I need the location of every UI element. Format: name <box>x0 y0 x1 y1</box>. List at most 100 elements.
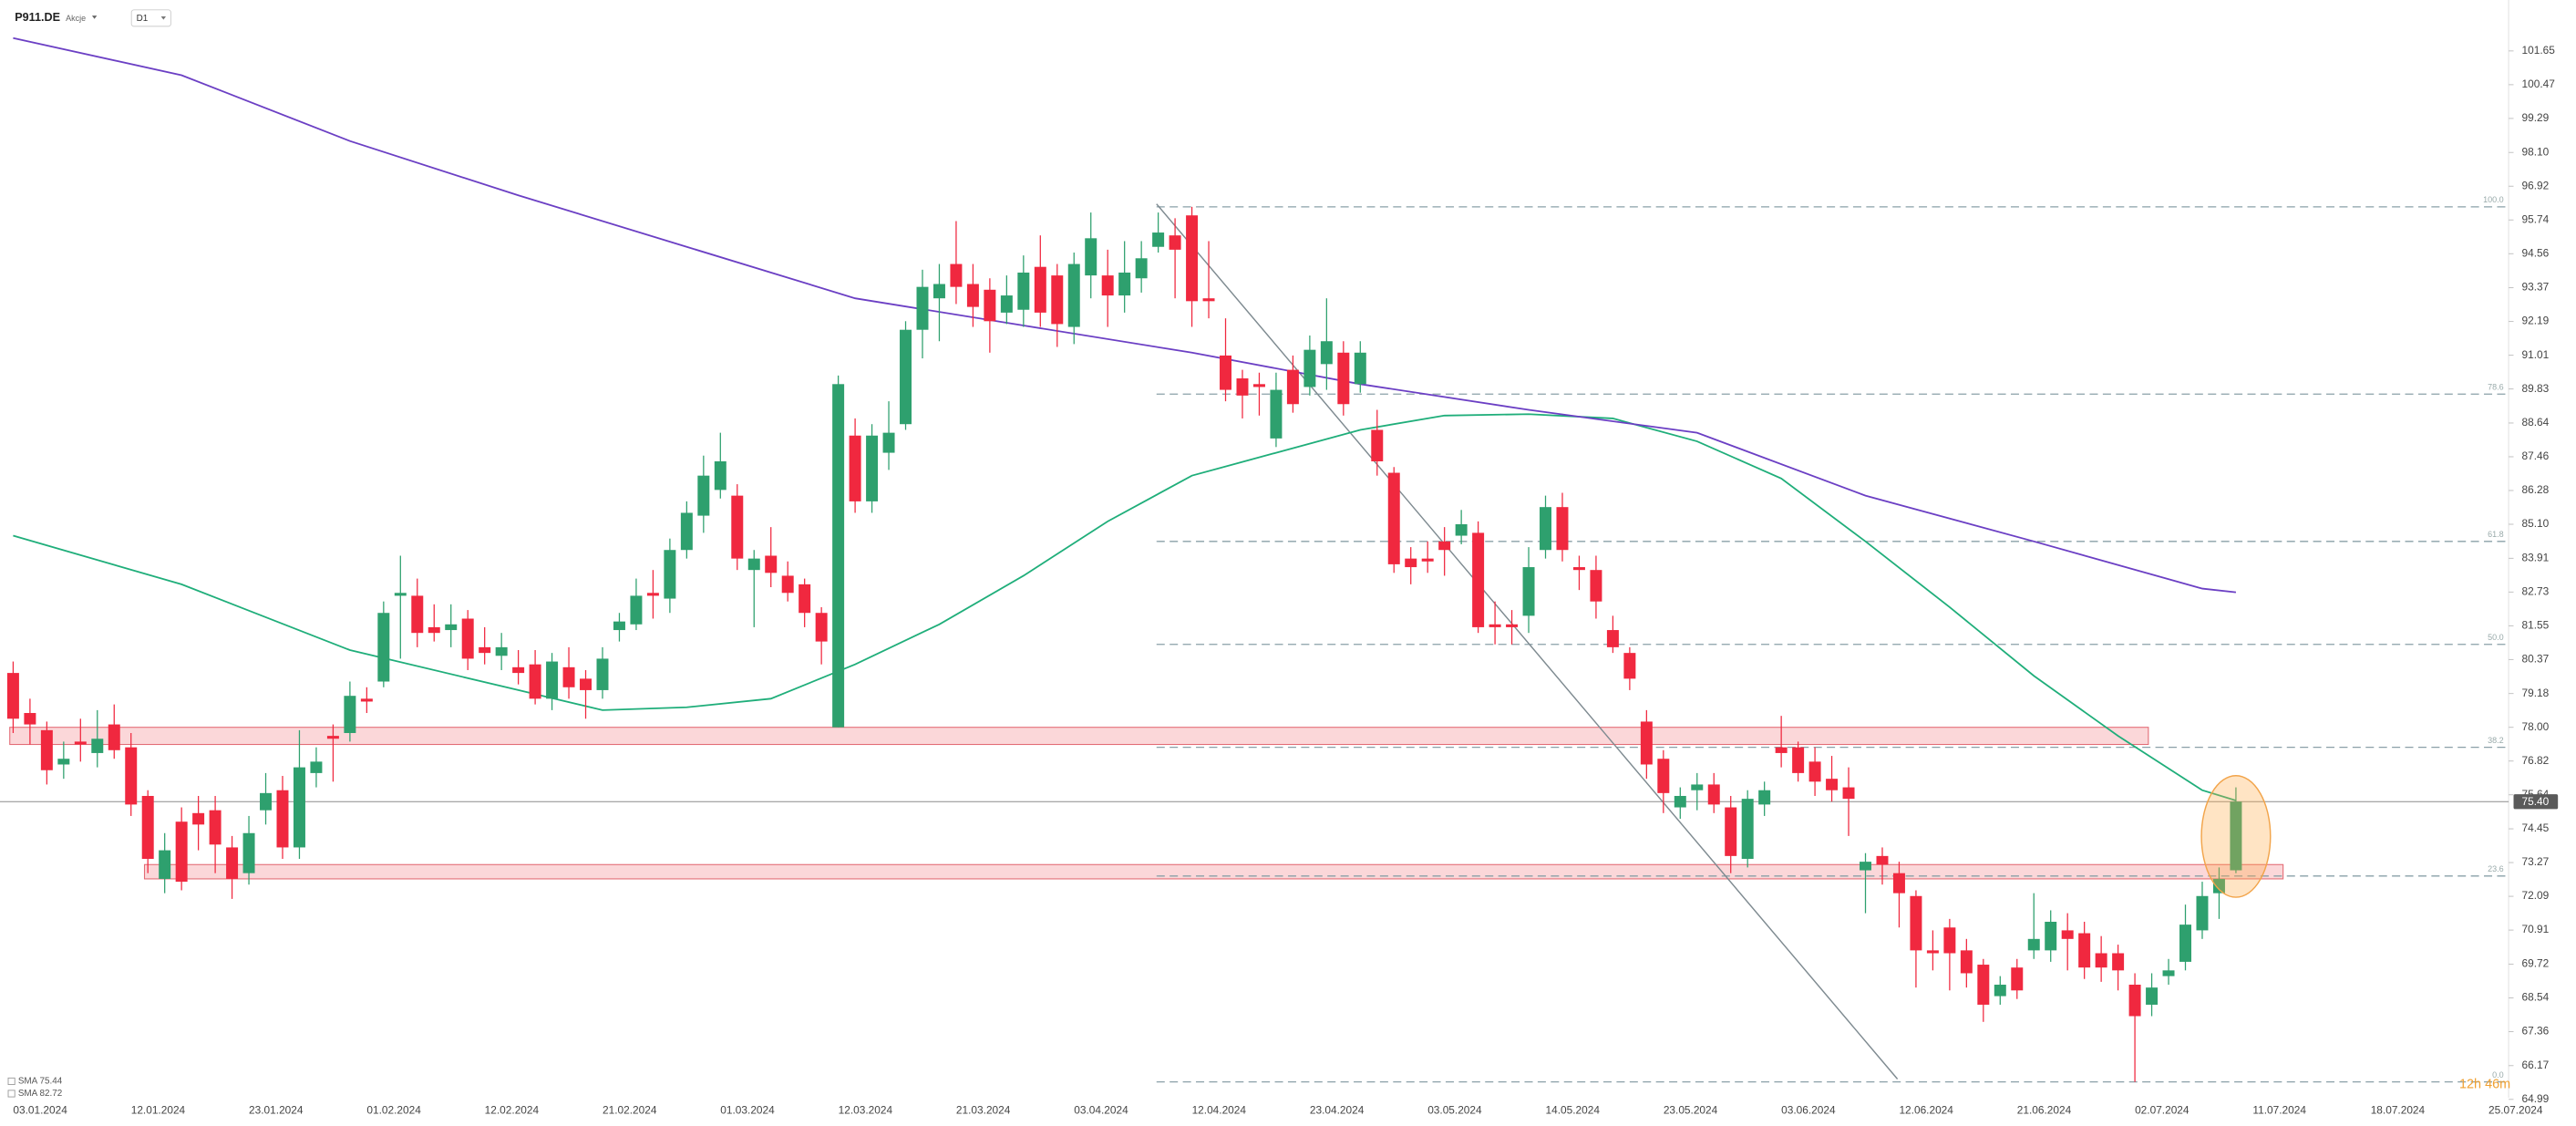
candle-body <box>495 646 508 656</box>
candle-body <box>1606 630 1619 647</box>
candle-body <box>326 736 339 739</box>
y-tick-label: 96.92 <box>2522 179 2550 191</box>
candle-body <box>2162 970 2175 976</box>
candle-body <box>1371 429 1384 461</box>
candle-body <box>2128 985 2141 1017</box>
candle-body <box>2112 953 2125 971</box>
candle-body <box>815 613 828 642</box>
y-tick-label: 101.65 <box>2522 44 2556 57</box>
sma-line <box>13 36 2237 594</box>
y-tick-label: 69.72 <box>2522 957 2550 970</box>
candle-body <box>2196 895 2209 931</box>
candle-body <box>192 812 205 825</box>
y-tick-label: 83.91 <box>2522 551 2550 563</box>
candle-body <box>1860 862 1871 871</box>
candle-body <box>242 832 255 873</box>
candle-body <box>1826 779 1839 790</box>
symbol[interactable]: P911.DE <box>15 11 60 24</box>
candle-body <box>1691 784 1704 790</box>
candle-body <box>1540 507 1551 551</box>
candle-body <box>125 747 138 805</box>
candle-body <box>91 739 104 753</box>
candle-body <box>1202 298 1215 302</box>
y-tick-label: 79.18 <box>2522 687 2550 699</box>
candle-body <box>1186 215 1199 302</box>
y-tick-label: 85.10 <box>2522 517 2550 530</box>
candle-body <box>1252 384 1265 387</box>
candle-body <box>1270 389 1283 439</box>
candle-body <box>2095 953 2107 968</box>
candle-body <box>1775 747 1788 753</box>
candle-body <box>1977 965 1990 1005</box>
candle-body <box>1489 624 1501 627</box>
candle-body <box>226 847 239 879</box>
legend-swatch <box>7 1090 15 1098</box>
interval-dropdown-arrow[interactable] <box>160 16 167 20</box>
candle-body <box>360 698 373 702</box>
candle-body <box>1421 558 1434 562</box>
y-tick-label: 68.54 <box>2522 991 2550 1004</box>
axis-layer: 101.65 100.47 99.29 98.10 96.92 95.74 94.56 93.… <box>13 44 2559 1117</box>
candle-body <box>1926 950 1939 954</box>
candle-body <box>1455 523 1468 536</box>
candle-body <box>1556 507 1569 551</box>
candle-body <box>108 724 120 750</box>
y-tick-label: 98.10 <box>2522 145 2550 158</box>
legend-label: SMA 82.72 <box>18 1089 63 1099</box>
candle-body <box>428 626 440 634</box>
candle-body <box>731 495 744 559</box>
candle-body <box>141 795 154 859</box>
y-tick-label: 78.00 <box>2522 720 2550 733</box>
y-tick-label: 82.73 <box>2522 584 2550 597</box>
candle-body <box>1101 275 1114 296</box>
candle-body <box>1320 341 1333 365</box>
candle-body <box>1506 624 1519 627</box>
candle-body <box>1943 927 1956 954</box>
candles-layer <box>6 206 2242 1082</box>
candle-body <box>377 613 390 682</box>
candle-body <box>933 284 945 299</box>
candle-body <box>479 646 491 654</box>
candle-body <box>209 810 222 845</box>
candle-body <box>697 475 710 516</box>
candle-body <box>1405 558 1417 568</box>
candle-body <box>2078 933 2091 968</box>
candle-body <box>1842 787 1855 800</box>
candle-body <box>1472 532 1485 627</box>
fib-level-label: 38.2 <box>2488 736 2504 745</box>
candle-body <box>664 550 676 599</box>
candle-body <box>1892 873 1905 894</box>
candle-body <box>1994 985 2006 997</box>
candle-body <box>900 329 912 425</box>
interval-dropdown[interactable] <box>130 9 171 27</box>
x-tick-label: 03.06.2024 <box>1781 1104 1836 1117</box>
interval[interactable]: D1 <box>137 14 149 24</box>
x-tick-label: 12.03.2024 <box>839 1104 893 1117</box>
candle-body <box>562 666 575 687</box>
candle-body <box>461 618 474 659</box>
candle-body <box>680 512 693 551</box>
y-tick-label: 67.36 <box>2522 1025 2550 1038</box>
x-tick-label: 12.04.2024 <box>1192 1104 1247 1117</box>
candle-body <box>882 432 895 453</box>
y-tick-label: 91.01 <box>2522 348 2550 361</box>
candle-body <box>1522 567 1535 616</box>
candle-body <box>2011 967 2024 991</box>
candle-body <box>849 435 861 501</box>
x-tick-label: 18.07.2024 <box>2371 1104 2426 1117</box>
candle-body <box>1792 747 1805 773</box>
candle-body <box>1960 950 1973 974</box>
y-tick-label: 80.37 <box>2522 653 2550 666</box>
candle-body <box>529 664 541 699</box>
candle-body <box>411 595 424 634</box>
candle-body <box>1623 653 1636 679</box>
symbol-dropdown-arrow[interactable] <box>91 15 98 19</box>
candle-body <box>1657 759 1670 793</box>
y-tick-label: 99.29 <box>2522 111 2550 124</box>
last-price-label: 75.40 <box>2522 795 2550 808</box>
candle-body <box>1808 761 1821 782</box>
candle-body <box>512 666 525 674</box>
y-tick-label: 66.17 <box>2522 1059 2550 1071</box>
candle-body <box>1725 807 1737 856</box>
